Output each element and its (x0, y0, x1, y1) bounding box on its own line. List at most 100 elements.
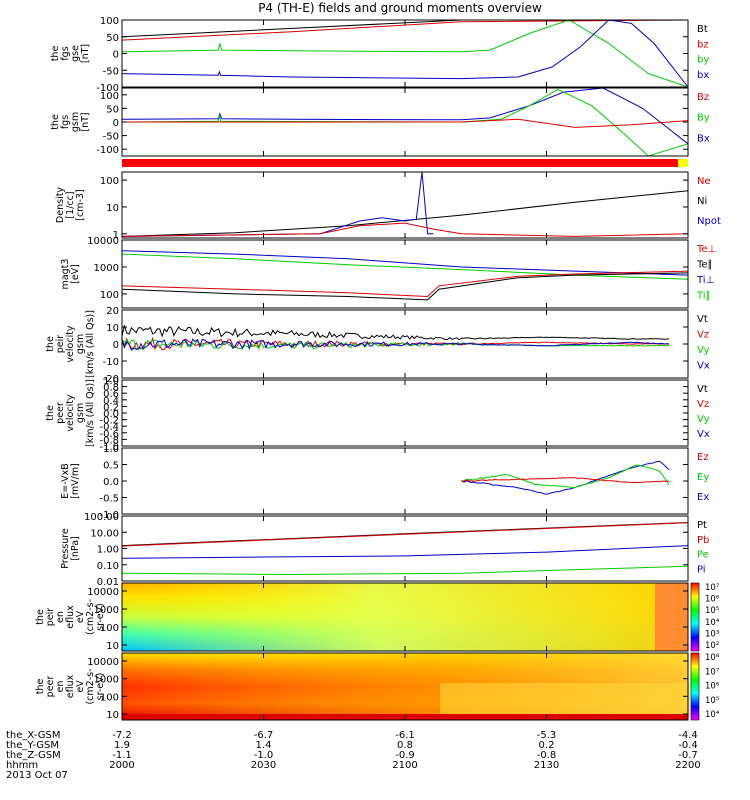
legend-entry: Pt (697, 520, 707, 531)
x-axis-value: -7.2 (112, 730, 132, 741)
y-axis-label: the peer en eflux eV (cm2-s-sr-eV) (35, 668, 106, 704)
y-tick-label: 100 (100, 91, 119, 102)
y-axis-label-line: peer (55, 402, 66, 424)
legend-entry: Ti⊥ (696, 275, 714, 286)
y-tick-label: 1000 (94, 675, 119, 686)
series-line-blue (121, 171, 434, 237)
y-axis-label-line: [mV/m] (70, 463, 81, 499)
legend-entry: Pe (697, 550, 709, 561)
colorbar-tick-label: 10³ (705, 629, 719, 639)
y-axis-label: the peir en eflux eV (cm2-s-sr-eV) (35, 599, 106, 635)
legend-entry: Vt (697, 384, 708, 395)
y-axis-label-line: peir (45, 608, 56, 627)
x-axis-value: -0.4 (678, 740, 698, 751)
legend-entry: Te⊥ (696, 244, 716, 255)
y-tick-label: 100 (100, 16, 119, 27)
spectrogram-image (122, 583, 688, 651)
y-tick-label: -0.6 (99, 429, 119, 440)
series-line-black (121, 190, 689, 237)
y-axis-label-line: the (45, 336, 56, 352)
y-axis-label: the peer velocity gsm [km/s (All Qs)] (45, 379, 96, 447)
colorbar-tick-label: 10⁶ (705, 682, 720, 692)
y-axis-label-line: (cm2-s- (85, 668, 96, 704)
colorbar-tick-label: 10⁷ (705, 667, 720, 677)
colorbar-tick-label: 10⁶ (705, 595, 720, 605)
y-tick-label: 0.6 (103, 389, 119, 400)
x-axis-row-label: hhmm (6, 760, 38, 771)
y-axis-label-line: fgs (60, 46, 71, 60)
legend-entry: Npot (697, 216, 721, 227)
x-axis-value: 2100 (392, 760, 417, 771)
legend-entry: Vz (697, 330, 709, 341)
y-axis-label-line: peer (45, 676, 56, 698)
y-tick-label: 1000 (94, 263, 119, 274)
state-bar (122, 159, 688, 167)
series-line-green (121, 565, 689, 576)
x-axis-value: 0.2 (539, 740, 555, 751)
y-axis-label-line: gsm (75, 403, 86, 423)
legend-entry: by (697, 55, 709, 66)
panel-fgs-gsm: 100 50 0 -50 -100 the fgs gsm [nT] Bz By Bx (50, 87, 710, 157)
y-tick-label: 1.00 (97, 545, 119, 556)
y-axis-label-line: [eV] (70, 264, 81, 284)
y-tick-label: 100 (100, 623, 119, 634)
y-axis-label: Density [1/cc] [cm-3] (55, 187, 86, 223)
y-tick-label: -50 (103, 66, 119, 77)
panel-density: 100 10 1 Density [1/cc] [cm-3] Ne Ni Npot (55, 171, 721, 241)
legend-entry: Ex (697, 492, 709, 503)
y-axis-label-line: sr-eV) (95, 603, 106, 631)
legend-entry: Ne (697, 176, 711, 187)
series-line-red (121, 222, 689, 237)
x-axis-row-label: the_Z-GSM (6, 750, 61, 761)
y-axis-label: Pressure [nPa] (60, 528, 81, 569)
y-tick-label: 20 (106, 306, 119, 317)
series-line-green (461, 464, 670, 488)
y-axis-label: E=-VxB [mV/m] (60, 463, 81, 499)
series-line-black (121, 272, 689, 301)
x-axis-value: -0.8 (537, 750, 557, 761)
legend-entry: Te∥ (696, 260, 713, 271)
y-axis-label-line: velocity (65, 325, 76, 363)
y-tick-label: -1.0 (99, 510, 119, 521)
panel-frame (121, 239, 689, 309)
panel-pressure: 100.00 10.00 1.00 0.10 0.01 Pressure [nPa] Pt Pb… (60, 512, 709, 588)
legend-entry: Vx (697, 429, 710, 440)
y-axis-label-line: sr-eV) (95, 673, 106, 701)
y-tick-label: 1.0 (103, 444, 119, 455)
y-tick-label: 0.2 (103, 402, 119, 413)
legend-entry: Bx (697, 133, 710, 144)
colorbar-scale (690, 582, 700, 652)
series-line-blue (461, 461, 670, 495)
legend-entry: Pb (697, 535, 709, 546)
y-axis-label-line: magt3 (60, 259, 71, 290)
y-axis-label-line: eV (75, 680, 86, 693)
y-axis-label-line: en (55, 681, 66, 693)
colorbar-tick-label: 10⁵ (705, 606, 719, 616)
x-axis-row-label: the_X-GSM (6, 730, 60, 741)
y-tick-label: 0 (113, 50, 119, 61)
y-tick-label: -0.2 (99, 416, 119, 427)
series-line-red (121, 19, 689, 41)
y-tick-label: 10.00 (90, 528, 119, 539)
y-axis-label-line: the (35, 609, 46, 625)
legend-entry: Vy (697, 345, 710, 356)
y-axis-label: the peir velocity gsm [km/s (All Qs)] (45, 310, 96, 378)
y-tick-label: 100.00 (84, 512, 119, 523)
panel-e-field: 1.0 0.5 0.0 -0.5 -1.0 E=-VxB [mV/m] Ez Ey Ex (60, 444, 709, 521)
y-axis-label-line: [1/cc] (65, 191, 76, 218)
x-axis-date: 2013 Oct 07 (6, 770, 68, 781)
spectrogram-image (655, 583, 688, 651)
y-tick-label: -50 (103, 132, 119, 143)
state-bar-segment (678, 159, 688, 167)
y-axis-label-line: Density (55, 187, 66, 223)
x-axis-value: 1.9 (114, 740, 130, 751)
x-axis-value: 1.4 (256, 740, 272, 751)
y-axis-label-line: [nPa] (70, 536, 81, 561)
y-tick-label: 50 (106, 33, 119, 44)
y-tick-label: 50 (106, 104, 119, 115)
y-tick-label: 0 (113, 118, 119, 129)
y-tick-label: 0.8 (103, 383, 119, 394)
y-axis-label-line: [nT] (80, 112, 91, 131)
series-line-red (461, 477, 670, 483)
